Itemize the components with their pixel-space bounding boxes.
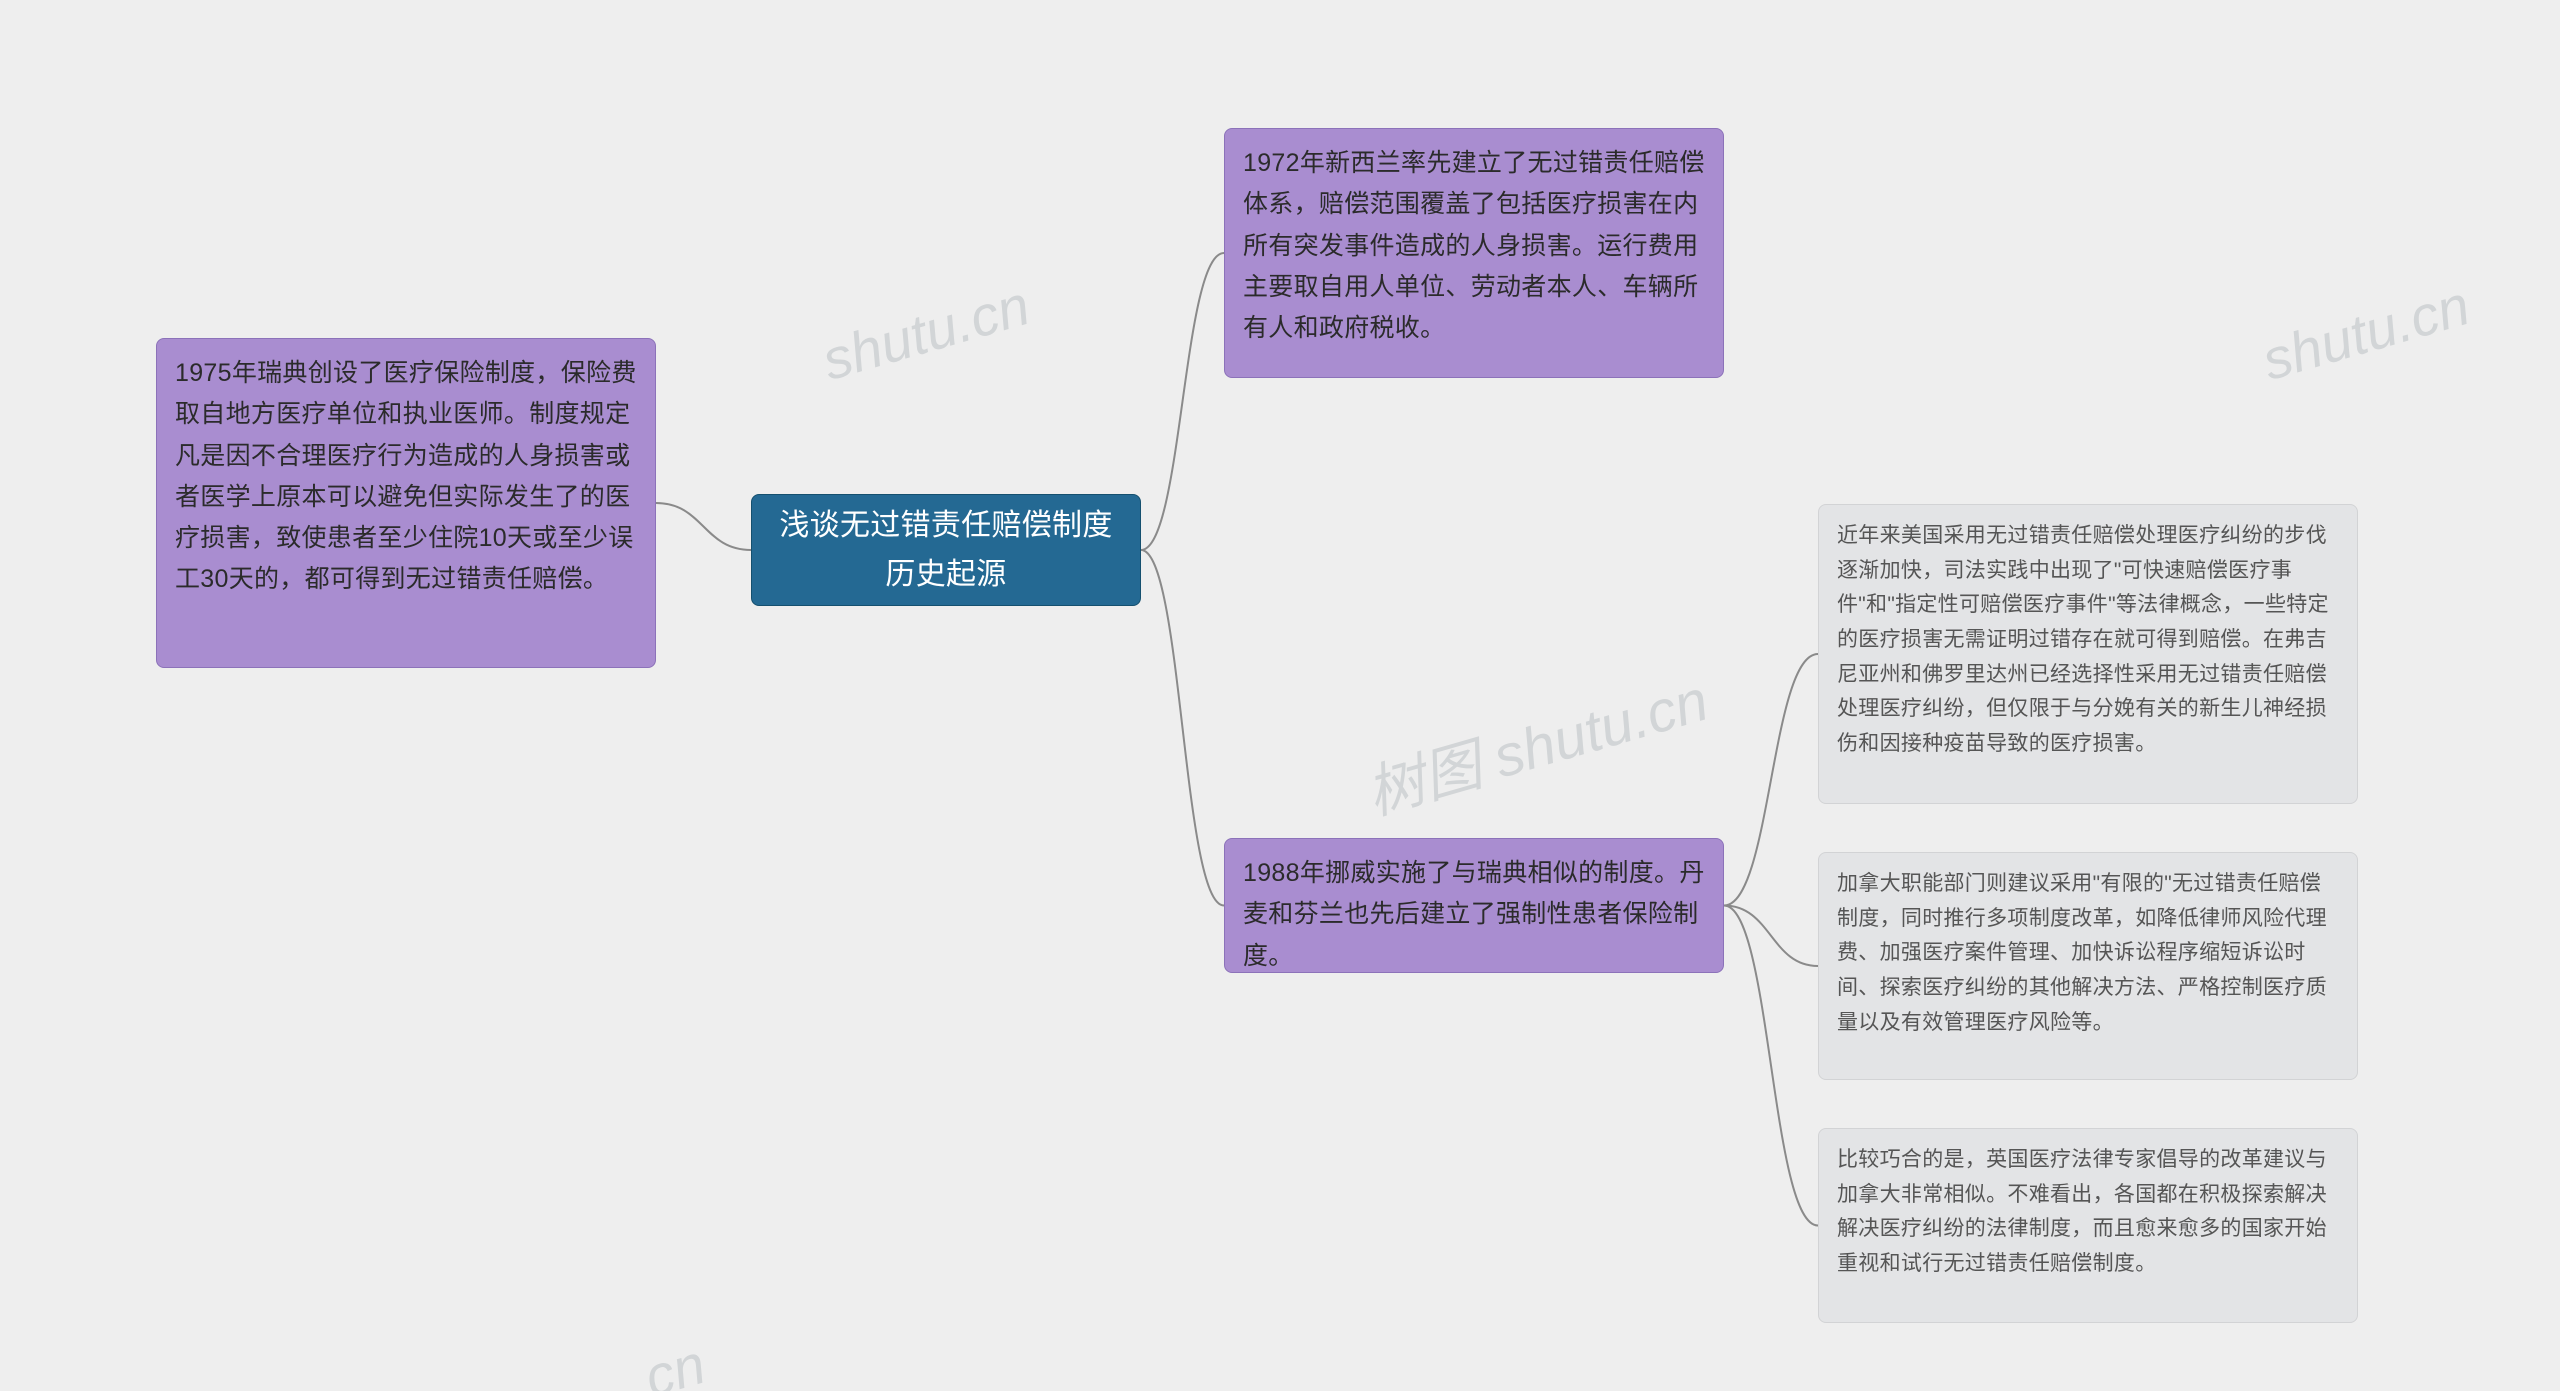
connector (1141, 253, 1224, 550)
watermark: shutu.cn (815, 272, 1036, 393)
connector (1724, 906, 1818, 1226)
watermark: 树图 shutu.cn (1355, 653, 1716, 831)
node-sub3: 比较巧合的是，英国医疗法律专家倡导的改革建议与加拿大非常相似。不难看出，各国都在… (1818, 1128, 2358, 1323)
connector (1724, 906, 1818, 967)
watermark: .cn (622, 1331, 712, 1391)
node-sub2: 加拿大职能部门则建议采用"有限的"无过错责任赔偿制度，同时推行多项制度改革，如降… (1818, 852, 2358, 1080)
connector (1724, 654, 1818, 906)
mindmap-canvas: 浅谈无过错责任赔偿制度历史起源 1975年瑞典创设了医疗保险制度，保险费取自地方医… (0, 0, 2560, 1391)
node-right1: 1972年新西兰率先建立了无过错责任赔偿体系，赔偿范围覆盖了包括医疗损害在内所有… (1224, 128, 1724, 378)
watermark: shutu.cn (2255, 272, 2476, 393)
connector (656, 503, 751, 550)
node-right2: 1988年挪威实施了与瑞典相似的制度。丹麦和芬兰也先后建立了强制性患者保险制度。 (1224, 838, 1724, 973)
node-left1: 1975年瑞典创设了医疗保险制度，保险费取自地方医疗单位和执业医师。制度规定凡是… (156, 338, 656, 668)
node-sub1: 近年来美国采用无过错责任赔偿处理医疗纠纷的步伐逐渐加快，司法实践中出现了"可快速… (1818, 504, 2358, 804)
connector (1141, 550, 1224, 906)
node-root: 浅谈无过错责任赔偿制度历史起源 (751, 494, 1141, 606)
